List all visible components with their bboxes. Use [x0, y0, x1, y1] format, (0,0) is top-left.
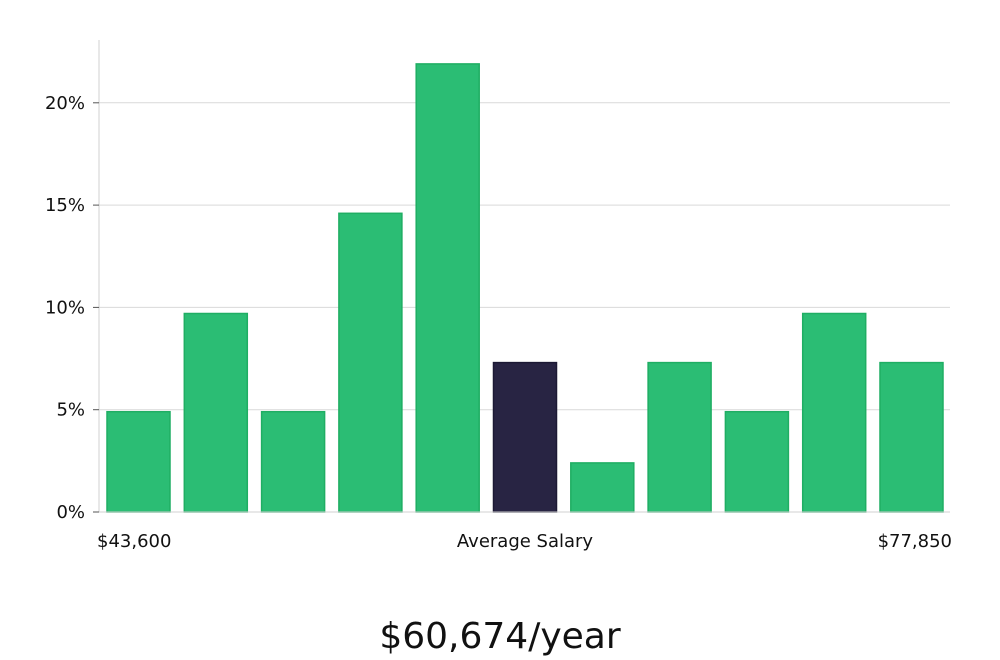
bar: [415, 63, 480, 513]
y-axis-ticks: 0% 5% 10% 15% 20%: [45, 93, 99, 523]
bar: [801, 312, 867, 513]
x-label-average: Average Salary: [457, 531, 594, 552]
bars: [106, 63, 944, 513]
bar: [724, 410, 790, 513]
y-tick-label: 0%: [56, 502, 85, 523]
bar: [570, 462, 635, 513]
bar-average-salary: [492, 361, 558, 513]
y-tick-label: 20%: [45, 93, 85, 114]
bar: [260, 410, 326, 513]
y-tick-label: 5%: [56, 400, 85, 421]
y-tick-label: 15%: [45, 195, 85, 216]
y-tick-label: 10%: [45, 297, 85, 318]
bar: [183, 312, 249, 513]
bar: [106, 410, 171, 513]
bar: [338, 212, 403, 513]
x-label-max: $77,850: [878, 531, 952, 552]
bar: [647, 361, 712, 513]
average-salary-value: $60,674/year: [379, 616, 621, 657]
bar: [879, 361, 944, 513]
x-label-min: $43,600: [97, 531, 171, 552]
